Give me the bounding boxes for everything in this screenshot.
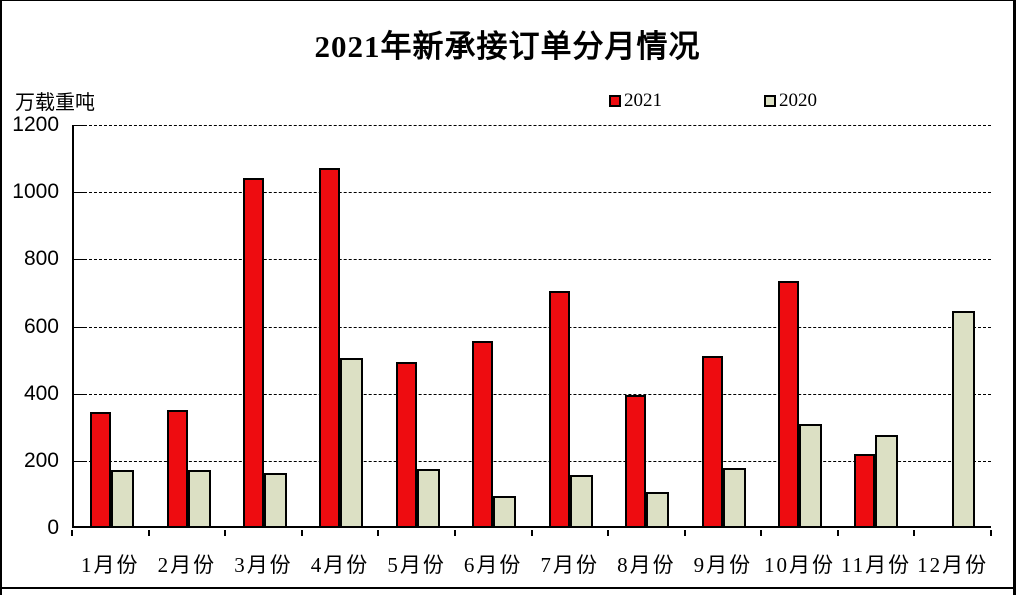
x-tick-label-12月份: 12月份 — [917, 553, 989, 577]
axis-tick-stub — [74, 259, 85, 261]
bar-group-10月份 — [762, 125, 838, 526]
bar-group-1月份 — [74, 125, 150, 526]
gridline-1000 — [74, 192, 991, 194]
bar-2021-6月份 — [472, 341, 494, 526]
x-tick-label-7月份: 7月份 — [540, 553, 599, 577]
bar-group-3月份 — [227, 125, 303, 526]
legend-swatch-2020 — [764, 95, 776, 107]
legend-item-2021: 2021 — [609, 90, 662, 111]
legend-item-2020: 2020 — [764, 90, 817, 111]
bar-2021-4月份 — [319, 168, 341, 526]
plot-area — [72, 125, 991, 528]
y-tick-label-400: 400 — [23, 381, 59, 405]
gridline-800 — [74, 259, 991, 261]
x-axis-tick — [990, 530, 992, 536]
x-tick-label-8月份: 8月份 — [617, 553, 676, 577]
x-axis-tick — [377, 530, 380, 536]
bar-2020-4月份 — [340, 358, 364, 526]
x-axis-tick — [224, 530, 227, 536]
bar-group-7月份 — [533, 125, 609, 526]
bar-2021-8月份 — [625, 395, 647, 526]
y-tick-label-0: 0 — [47, 516, 59, 539]
x-axis-tick — [530, 530, 533, 536]
y-tick-label-200: 200 — [23, 448, 59, 472]
x-tick-label-10月份: 10月份 — [763, 553, 835, 577]
bar-group-6月份 — [456, 125, 532, 526]
y-tick-label-1000: 1000 — [12, 180, 59, 204]
x-axis-tick — [453, 530, 456, 536]
x-tick-label-5月份: 5月份 — [387, 553, 446, 577]
bar-2021-5月份 — [395, 362, 417, 526]
legend-label-2020: 2020 — [779, 90, 817, 111]
bar-group-11月份 — [838, 125, 914, 526]
y-tick-label-800: 800 — [23, 247, 59, 271]
bar-2020-1月份 — [111, 469, 135, 526]
gridline-1200 — [74, 125, 991, 126]
bar-2020-5月份 — [416, 468, 440, 526]
bar-2021-7月份 — [548, 290, 570, 526]
bar-2021-2月份 — [166, 410, 188, 526]
x-tick-label-1月份: 1月份 — [81, 553, 140, 577]
bar-2020-7月份 — [569, 474, 593, 526]
bar-2021-10月份 — [778, 280, 799, 526]
bar-2021-3月份 — [243, 178, 265, 526]
bar-2020-12月份 — [951, 311, 975, 526]
bar-2020-9月份 — [722, 467, 746, 526]
x-axis-tick — [607, 530, 610, 536]
gridline-200 — [74, 460, 991, 462]
bar-2020-11月份 — [875, 435, 899, 526]
bar-group-2月份 — [150, 125, 226, 526]
bar-2020-8月份 — [646, 492, 670, 526]
x-axis-tick — [71, 530, 73, 536]
bar-group-9月份 — [685, 125, 761, 526]
axis-tick-stub — [74, 393, 85, 395]
bar-2021-1月份 — [90, 411, 112, 526]
legend: 2021 2020 — [2, 90, 1013, 112]
x-axis-tick — [300, 530, 303, 536]
bar-group-8月份 — [609, 125, 685, 526]
bar-group-12月份 — [915, 125, 991, 526]
gridline-600 — [74, 326, 991, 328]
bar-2021-9月份 — [701, 356, 723, 526]
bar-2020-6月份 — [493, 495, 517, 526]
y-axis-unit-label: 万载重吨 — [15, 92, 95, 114]
x-tick-label-9月份: 9月份 — [693, 553, 753, 577]
axis-tick-stub — [74, 326, 85, 328]
x-axis-tick — [147, 530, 150, 536]
bar-2020-10月份 — [799, 424, 822, 526]
axis-tick-stub — [74, 192, 85, 194]
plot-bars — [74, 125, 991, 526]
x-tick-label-3月份: 3月份 — [234, 553, 293, 577]
bar-2021-11月份 — [854, 454, 876, 526]
x-tick-label-11月份: 11月份 — [840, 553, 912, 577]
x-tick-label-2月份: 2月份 — [157, 553, 217, 577]
x-axis-tick — [836, 530, 839, 536]
y-tick-label-1200: 1200 — [12, 113, 59, 136]
axis-tick-stub — [74, 125, 85, 126]
y-tick-label-600: 600 — [23, 314, 59, 338]
x-axis-tick — [760, 530, 763, 536]
gridline-400 — [74, 393, 991, 395]
bar-2020-2月份 — [187, 469, 211, 526]
bottom-divider — [2, 587, 1013, 589]
x-axis-tick — [683, 530, 686, 536]
bar-2020-3月份 — [264, 473, 288, 526]
x-tick-label-4月份: 4月份 — [310, 553, 370, 577]
x-axis-tick — [913, 530, 916, 536]
x-axis-ticks — [71, 530, 992, 537]
x-axis-labels: 1月份 2月份 3月份 4月份 5月份 6月份 7月份 8月份 9月份 10月份 11月份 12月份 — [72, 549, 991, 579]
x-tick-label-6月份: 6月份 — [463, 553, 523, 577]
bar-group-5月份 — [380, 125, 456, 526]
chart-title: 2021年新承接订单分月情况 — [314, 29, 701, 64]
legend-label-2021: 2021 — [624, 90, 662, 111]
legend-swatch-2021 — [609, 95, 621, 107]
axis-tick-stub — [74, 460, 85, 462]
bar-group-4月份 — [303, 125, 379, 526]
